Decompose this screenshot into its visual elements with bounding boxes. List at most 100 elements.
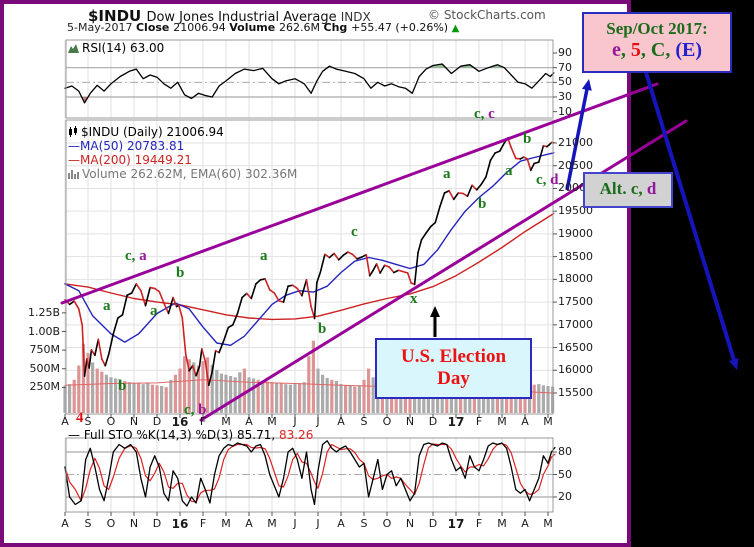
month-axis-bottom-label: M — [543, 517, 553, 530]
month-axis-main-label: A — [61, 415, 69, 428]
wave-label: x — [410, 291, 418, 307]
annotation-alt-count: Alt. c, d — [583, 172, 673, 208]
month-axis-main-label: F — [199, 415, 207, 428]
volume-axis-label: 1.25B — [27, 305, 60, 319]
price-axis-label: 20500 — [558, 158, 593, 172]
wave-label: c, c — [474, 106, 495, 122]
wave-label: c, b — [184, 402, 207, 418]
sto-legend: — Full STO %K(14,3) %D(3) 85.71, 83.26 — [68, 428, 314, 442]
month-axis-main-label: A — [337, 415, 345, 428]
month-axis-main-label: O — [106, 415, 116, 428]
price-axis-label: 18000 — [558, 272, 593, 286]
chart-frame — [0, 0, 631, 547]
price-axis-label: 16500 — [558, 340, 593, 354]
month-axis-bottom-label: F — [475, 517, 483, 530]
month-axis-main-label: J — [316, 415, 320, 428]
volume-axis-label: 1.00B — [27, 324, 60, 338]
month-axis-bottom-label: D — [428, 517, 438, 530]
month-axis-main-label: D — [152, 415, 162, 428]
month-axis-bottom-label: M — [267, 517, 277, 530]
wave-label: 4 — [76, 410, 84, 426]
projection-down — [642, 65, 737, 362]
sep-oct-line2: e, 5, C, (E) — [611, 39, 702, 61]
month-axis-main-label: A — [245, 415, 253, 428]
month-axis-main-label: 16 — [171, 415, 189, 429]
month-axis-main-label: F — [475, 415, 483, 428]
rsi-axis-label: 90 — [558, 46, 572, 59]
month-axis-bottom-label: 16 — [171, 517, 189, 531]
month-axis-bottom-label: M — [497, 517, 507, 530]
ma50-legend: —MA(50) 20783.81 — [68, 139, 185, 153]
rsi-axis-label: 30 — [558, 89, 572, 103]
sto-axis-label: 50 — [558, 467, 572, 481]
wave-label: b — [176, 265, 185, 281]
month-axis-bottom-label: N — [129, 517, 139, 530]
price-axis-label: 18500 — [558, 249, 593, 263]
month-axis-main-label: S — [84, 415, 92, 428]
month-axis-bottom-label: F — [199, 517, 207, 530]
volume-axis-label: 250M — [29, 380, 61, 394]
month-axis-main-label: D — [428, 415, 438, 428]
sep-oct-line1: Sep/Oct 2017: — [606, 19, 708, 38]
wave-label: c, a — [125, 248, 147, 264]
wave-label: a — [150, 303, 158, 319]
month-axis-bottom-label: 17 — [447, 517, 465, 531]
price-axis-label: 21000 — [558, 136, 593, 149]
month-axis-main-label: J — [293, 415, 297, 428]
month-axis-bottom-label: S — [360, 517, 368, 530]
month-axis-main-label: M — [543, 415, 553, 428]
month-axis-bottom-label: M — [221, 517, 231, 530]
price-to-box — [565, 87, 589, 191]
channel-upper — [60, 82, 659, 305]
wave-label: b — [523, 131, 532, 147]
month-axis-bottom-label: A — [61, 517, 69, 530]
price-axis-label: 19000 — [558, 226, 593, 240]
month-axis-main-label: 17 — [447, 415, 465, 429]
month-axis-main-label: O — [382, 415, 392, 428]
month-axis-main-label: M — [267, 415, 277, 428]
price-to-box-head — [581, 79, 592, 91]
month-axis-main-label: N — [405, 415, 415, 428]
rsi-axis-label: 50 — [558, 75, 572, 89]
month-axis-bottom-label: D — [152, 517, 162, 530]
price-axis-label: 17500 — [558, 295, 593, 309]
month-axis-bottom-label: A — [337, 517, 345, 530]
rsi-axis-label: 10 — [558, 104, 572, 118]
month-axis-bottom-label: O — [382, 517, 392, 530]
month-axis-bottom-label: A — [245, 517, 253, 530]
wave-label: c — [351, 224, 358, 240]
election-line1: U.S. Election — [400, 346, 507, 367]
month-axis-bottom-label: J — [316, 517, 320, 530]
channel-lower — [199, 119, 688, 422]
volume-bars-icon — [68, 170, 79, 179]
chart-title: $INDU Dow Jones Industrial Average INDX — [88, 7, 371, 25]
price-axis-label: 16000 — [558, 363, 593, 377]
month-axis-bottom-label: N — [405, 517, 415, 530]
wave-label: a — [443, 166, 451, 182]
month-axis-bottom-label: S — [84, 517, 92, 530]
month-axis-main-label: M — [221, 415, 231, 428]
candlestick-icon — [69, 126, 77, 137]
wave-label: a — [260, 248, 268, 264]
month-axis-bottom-label: A — [521, 517, 529, 530]
election-line2: Day — [437, 368, 470, 389]
wave-label: b — [318, 321, 327, 337]
rsi-axis-label: 70 — [558, 60, 572, 74]
month-axis-main-label: N — [129, 415, 139, 428]
projection-down-head — [729, 358, 739, 370]
month-axis-bottom-label: J — [293, 517, 297, 530]
wave-label: a — [103, 298, 111, 314]
wave-label: b — [118, 378, 127, 394]
quote-summary: 5-May-2017 Close 21006.94 Volume 262.6M … — [67, 21, 460, 34]
sto-axis-label: 20 — [558, 490, 572, 503]
month-axis-main-label: A — [521, 415, 529, 428]
annotation-sep-oct-2017: Sep/Oct 2017: e, 5, C, (E) — [582, 12, 732, 73]
wave-label: a — [505, 163, 513, 179]
volume-legend: Volume 262.62M, EMA(60) 302.36M — [68, 167, 297, 181]
wave-label: c, d — [536, 172, 559, 188]
election-up-head — [430, 306, 440, 317]
price-axis-label: 17000 — [558, 317, 593, 331]
price-axis-label: 15500 — [558, 386, 593, 399]
